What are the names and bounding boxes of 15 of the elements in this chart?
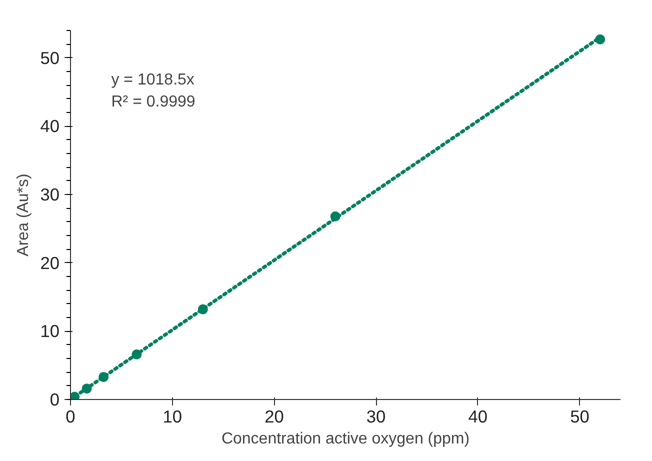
x-tick-label: 0: [66, 406, 76, 426]
annotation: y = 1018.5x R² = 0.9999: [111, 72, 196, 111]
y-tick-label: 50: [40, 48, 60, 68]
x-tick-label: 50: [570, 406, 590, 426]
y-tick-label: 20: [40, 252, 60, 273]
y-tick-label: 40: [40, 116, 60, 136]
y-tick-label: 0: [50, 390, 60, 410]
x-tick-label: 40: [468, 406, 488, 426]
y-tick-label: 10: [40, 321, 60, 342]
y-axis-title: Area (Au*s): [15, 174, 32, 256]
x-axis-title: Concentration active oxygen (ppm): [221, 430, 470, 448]
x-tick-label: 30: [366, 406, 386, 426]
y-tick-label: 30: [40, 184, 60, 204]
x-tick-label: 10: [162, 406, 182, 426]
x-tick-label: 20: [264, 406, 284, 426]
